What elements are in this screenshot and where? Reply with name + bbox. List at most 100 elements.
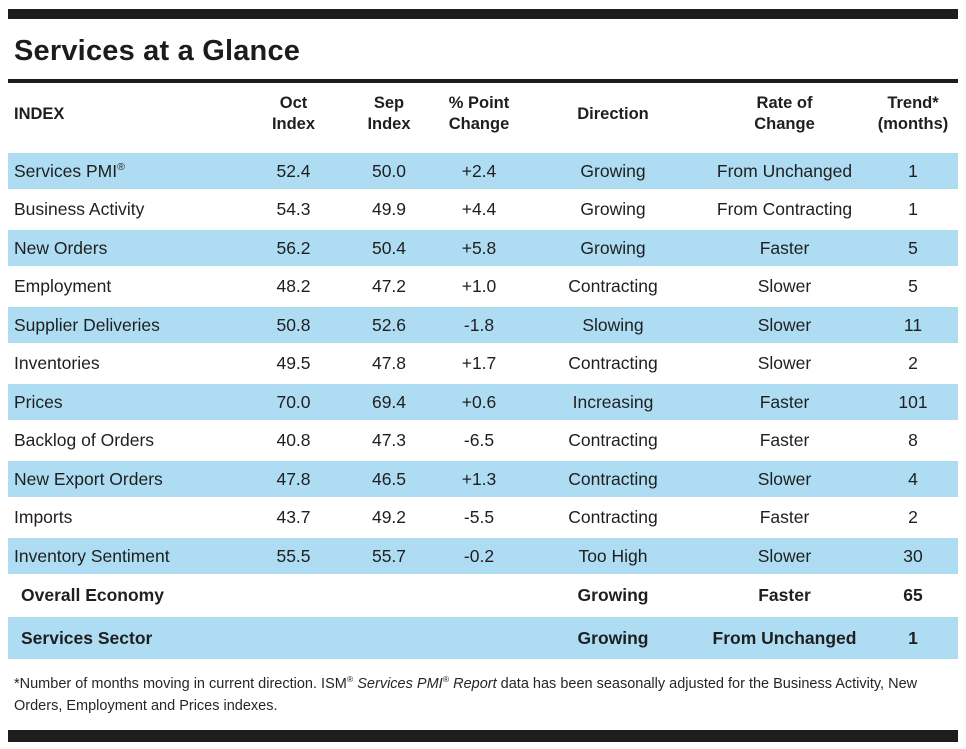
footnote-italic-text: Report <box>449 676 497 692</box>
col-header-oct-index: Oct Index <box>242 93 345 134</box>
direction-value: Contracting <box>568 353 658 373</box>
table-row-prices: Prices 70.0 69.4 +0.6 Increasing Faster … <box>8 384 958 420</box>
point-change-value: -5.5 <box>463 507 495 527</box>
table-row-business-activity: Business Activity 54.3 49.9 +4.4 Growing… <box>8 192 958 228</box>
table-row-overall-economy: Overall Economy Growing Faster 65 <box>8 577 958 615</box>
trend-value: 1 <box>908 160 918 181</box>
row-label: Imports <box>14 507 73 527</box>
header-line: Rate of <box>756 94 813 113</box>
row-label: Employment <box>14 276 112 296</box>
sep-index-value: 47.8 <box>371 353 407 373</box>
trend-value: 2 <box>908 353 918 373</box>
point-change-value: +5.8 <box>461 237 497 258</box>
col-header-direction: Direction <box>577 104 649 123</box>
row-label: Supplier Deliveries <box>14 314 160 335</box>
point-change-value: +1.0 <box>461 276 497 296</box>
point-change-value: +0.6 <box>461 391 497 412</box>
direction-value: Slowing <box>582 314 644 335</box>
bottom-rule <box>8 729 958 742</box>
header-line: (months) <box>877 115 949 133</box>
footnote: *Number of months moving in current dire… <box>14 674 919 718</box>
sep-index-value: 49.9 <box>371 199 407 219</box>
row-label: Prices <box>14 391 63 412</box>
row-label: New Export Orders <box>14 468 163 489</box>
direction-value: Growing <box>577 585 649 605</box>
row-label: Services PMI® <box>14 160 125 181</box>
direction-value: Contracting <box>568 468 658 489</box>
sep-index-value: 50.4 <box>371 237 407 258</box>
row-label: Overall Economy <box>21 585 164 605</box>
col-header-index: INDEX <box>14 104 65 123</box>
col-header-trend-months: Trend* (months) <box>868 93 958 134</box>
rate-of-change-value: From Unchanged <box>716 160 853 181</box>
header-line: Change <box>448 115 510 133</box>
direction-value: Too High <box>578 545 648 566</box>
footnote-text: *Number of months moving in current dire… <box>14 676 347 692</box>
trend-value: 65 <box>903 585 923 605</box>
table-row-inventories: Inventories 49.5 47.8 +1.7 Contracting S… <box>8 346 958 382</box>
col-header-point-change: % Point Change <box>433 93 525 134</box>
col-header-rate-of-change: Rate of Change <box>701 93 868 134</box>
rate-of-change-value: From Unchanged <box>712 627 857 648</box>
direction-value: Contracting <box>568 276 658 296</box>
rate-of-change-value: Slower <box>757 545 812 566</box>
point-change-value: -0.2 <box>463 545 495 566</box>
rate-of-change-value: Faster <box>759 391 810 412</box>
page-title: Services at a Glance <box>14 35 301 67</box>
point-change-value: +4.4 <box>461 199 497 219</box>
rate-of-change-value: From Contracting <box>716 199 853 219</box>
title-rule <box>8 79 958 83</box>
footnote-italic-text: Services PMI <box>353 676 443 692</box>
sep-index-value: 47.2 <box>371 276 407 296</box>
table-row-employment: Employment 48.2 47.2 +1.0 Contracting Sl… <box>8 269 958 305</box>
oct-index-value: 47.8 <box>276 468 311 489</box>
rate-of-change-value: Slower <box>757 276 812 296</box>
sep-index-value: 50.0 <box>371 160 407 181</box>
row-label: Inventory Sentiment <box>14 545 170 566</box>
table-row-new-orders: New Orders 56.2 50.4 +5.8 Growing Faster… <box>8 230 958 266</box>
table-row-supplier-deliveries: Supplier Deliveries 50.8 52.6 -1.8 Slowi… <box>8 307 958 343</box>
row-label: Backlog of Orders <box>14 430 155 450</box>
table-row-inventory-sentiment: Inventory Sentiment 55.5 55.7 -0.2 Too H… <box>8 538 958 574</box>
trend-value: 1 <box>908 199 918 219</box>
point-change-value: +1.3 <box>461 468 497 489</box>
sep-index-value: 47.3 <box>371 430 407 450</box>
trend-value: 1 <box>908 627 918 648</box>
rate-of-change-value: Slower <box>757 468 812 489</box>
direction-value: Growing <box>580 199 646 219</box>
trend-value: 2 <box>908 507 918 527</box>
sep-index-value: 52.6 <box>371 314 407 335</box>
oct-index-value: 48.2 <box>276 276 311 296</box>
services-table: INDEX Oct Index Sep Index % Point Change… <box>8 83 958 659</box>
registered-mark: ® <box>346 674 354 685</box>
row-label: Services Sector <box>21 627 153 648</box>
sep-index-value: 49.2 <box>371 507 407 527</box>
point-change-value: -6.5 <box>463 430 495 450</box>
trend-value: 5 <box>908 276 918 296</box>
table-header-row: INDEX Oct Index Sep Index % Point Change… <box>8 83 958 145</box>
table-row-imports: Imports 43.7 49.2 -5.5 Contracting Faste… <box>8 500 958 536</box>
header-line: Change <box>754 115 815 133</box>
header-line: Index <box>271 115 316 133</box>
trend-value: 30 <box>903 545 923 566</box>
oct-index-value: 50.8 <box>276 314 311 335</box>
point-change-value: +1.7 <box>461 353 497 373</box>
trend-value: 101 <box>898 391 928 412</box>
footnote-text: data has been seasonally adjusted for th… <box>14 676 918 714</box>
point-change-value: -1.8 <box>463 314 495 335</box>
oct-index-value: 70.0 <box>276 391 311 412</box>
direction-value: Growing <box>577 627 649 648</box>
direction-value: Increasing <box>572 391 654 412</box>
header-line: Index <box>367 115 411 133</box>
row-label: Business Activity <box>14 199 145 219</box>
row-label: New Orders <box>14 237 108 258</box>
rate-of-change-value: Slower <box>757 314 812 335</box>
sep-index-value: 46.5 <box>371 468 407 489</box>
rate-of-change-value: Faster <box>758 585 811 605</box>
top-rule <box>8 9 958 19</box>
oct-index-value: 49.5 <box>276 353 311 373</box>
table-row-services-sector: Services Sector Growing From Unchanged 1 <box>8 617 958 659</box>
trend-value: 5 <box>908 237 918 258</box>
table-row-backlog-of-orders: Backlog of Orders 40.8 47.3 -6.5 Contrac… <box>8 423 958 459</box>
trend-value: 11 <box>903 314 923 335</box>
